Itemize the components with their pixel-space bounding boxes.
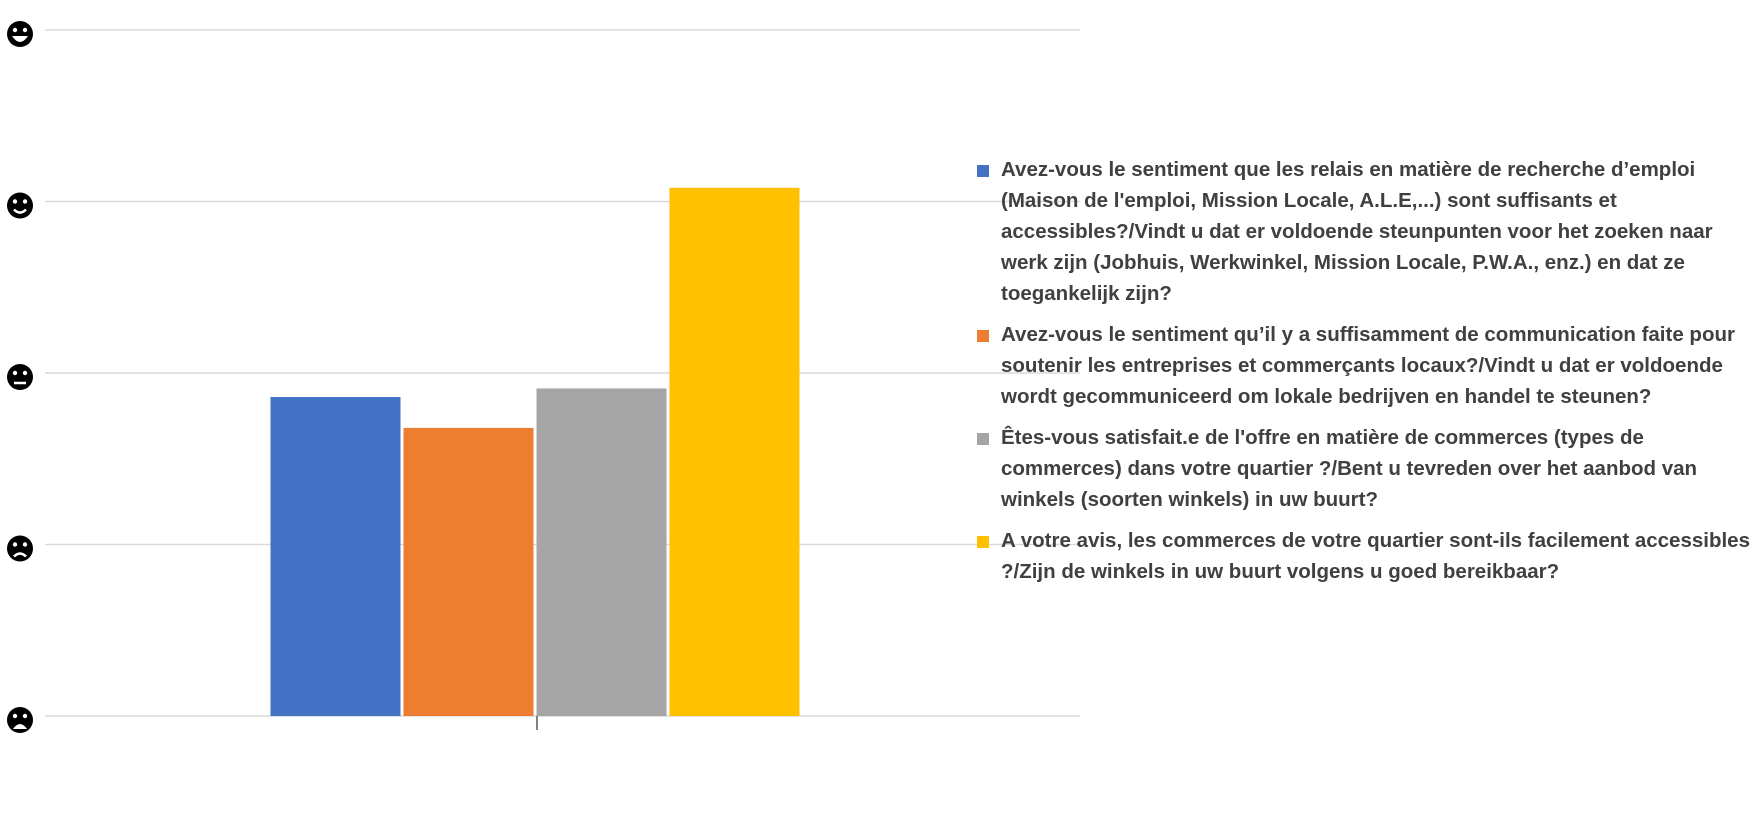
bar — [669, 187, 800, 716]
eye — [22, 199, 28, 204]
legend-label: Avez-vous le sentiment que les relais en… — [1001, 158, 1713, 305]
mouth — [13, 552, 27, 558]
y-tick-icon — [7, 535, 33, 562]
bar — [270, 397, 401, 716]
mouth — [13, 208, 27, 214]
eye — [22, 370, 28, 376]
legend-label: Êtes-vous satisfait.e de l'offre en mati… — [1001, 426, 1698, 511]
legend-label: A votre avis, les commerces de votre qua… — [1001, 529, 1750, 583]
legend-entry: Êtes-vous satisfait.e de l'offre en mati… — [975, 422, 1755, 515]
bar — [536, 388, 667, 716]
eye — [12, 370, 18, 376]
eye — [12, 542, 18, 547]
eye — [12, 713, 18, 719]
eye — [12, 27, 18, 33]
y-tick-icon — [7, 364, 33, 390]
legend: Avez-vous le sentiment que les relais en… — [975, 154, 1755, 597]
legend-swatch — [977, 330, 989, 342]
y-tick-icon — [7, 21, 33, 47]
face — [7, 707, 33, 733]
face — [7, 535, 33, 562]
face — [7, 364, 33, 390]
legend-swatch — [977, 433, 989, 445]
legend-swatch — [977, 536, 989, 548]
face — [7, 192, 33, 219]
y-tick-icon — [7, 707, 33, 733]
legend-entry: A votre avis, les commerces de votre qua… — [975, 525, 1755, 587]
face — [7, 21, 33, 47]
bar — [403, 427, 534, 716]
eye — [22, 27, 28, 33]
legend-entry: Avez-vous le sentiment qu’il y a suffisa… — [975, 319, 1755, 412]
legend-swatch — [977, 165, 989, 177]
eye — [12, 199, 18, 204]
mouth — [13, 724, 27, 729]
legend-label: Avez-vous le sentiment qu’il y a suffisa… — [1001, 323, 1735, 408]
eye — [22, 542, 28, 547]
y-tick-icon — [7, 192, 33, 219]
mouth — [12, 36, 28, 42]
legend-entry: Avez-vous le sentiment que les relais en… — [975, 154, 1755, 309]
eye — [22, 713, 28, 719]
